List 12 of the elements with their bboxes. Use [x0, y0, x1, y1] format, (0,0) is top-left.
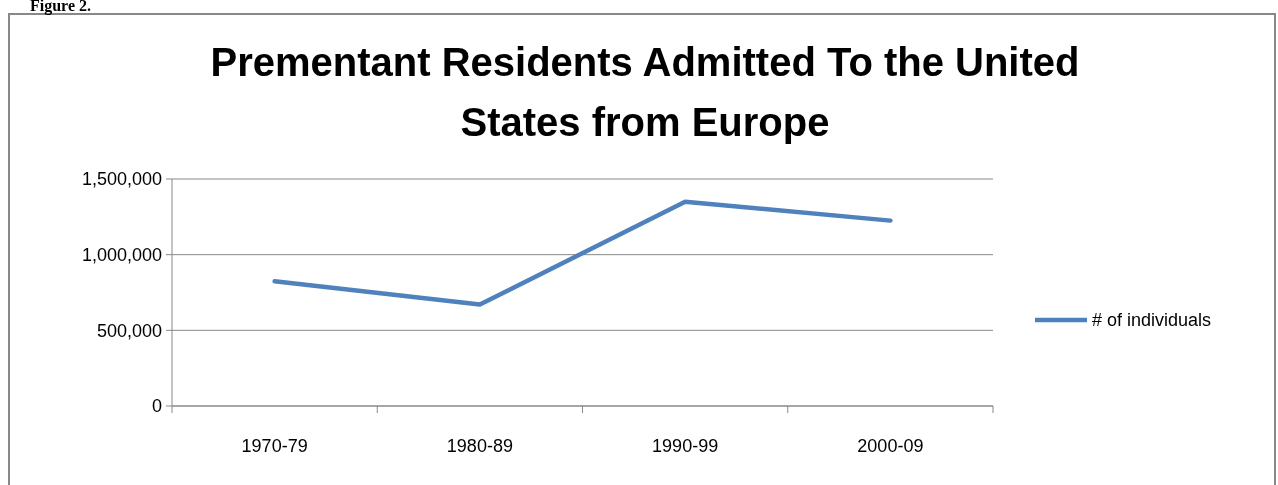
- y-tick-label: 1,500,000: [81, 169, 162, 190]
- y-tick-label: 0: [151, 396, 162, 417]
- caption: Figure 2.: [30, 0, 92, 15]
- x-tick-label: 1990-99: [652, 436, 719, 457]
- x-tick-label: 1980-89: [446, 436, 513, 457]
- x-tick-label: 2000-09: [857, 436, 924, 457]
- y-tick-label: 500,000: [96, 320, 162, 341]
- x-tick-label: 1970-79: [241, 436, 308, 457]
- legend-label: # of individuals: [1092, 310, 1212, 331]
- y-tick-label: 1,000,000: [81, 244, 162, 265]
- chart-title: Prementant Residents Admitted To the United States from Europe: [210, 40, 1080, 144]
- line-series: [272, 199, 893, 307]
